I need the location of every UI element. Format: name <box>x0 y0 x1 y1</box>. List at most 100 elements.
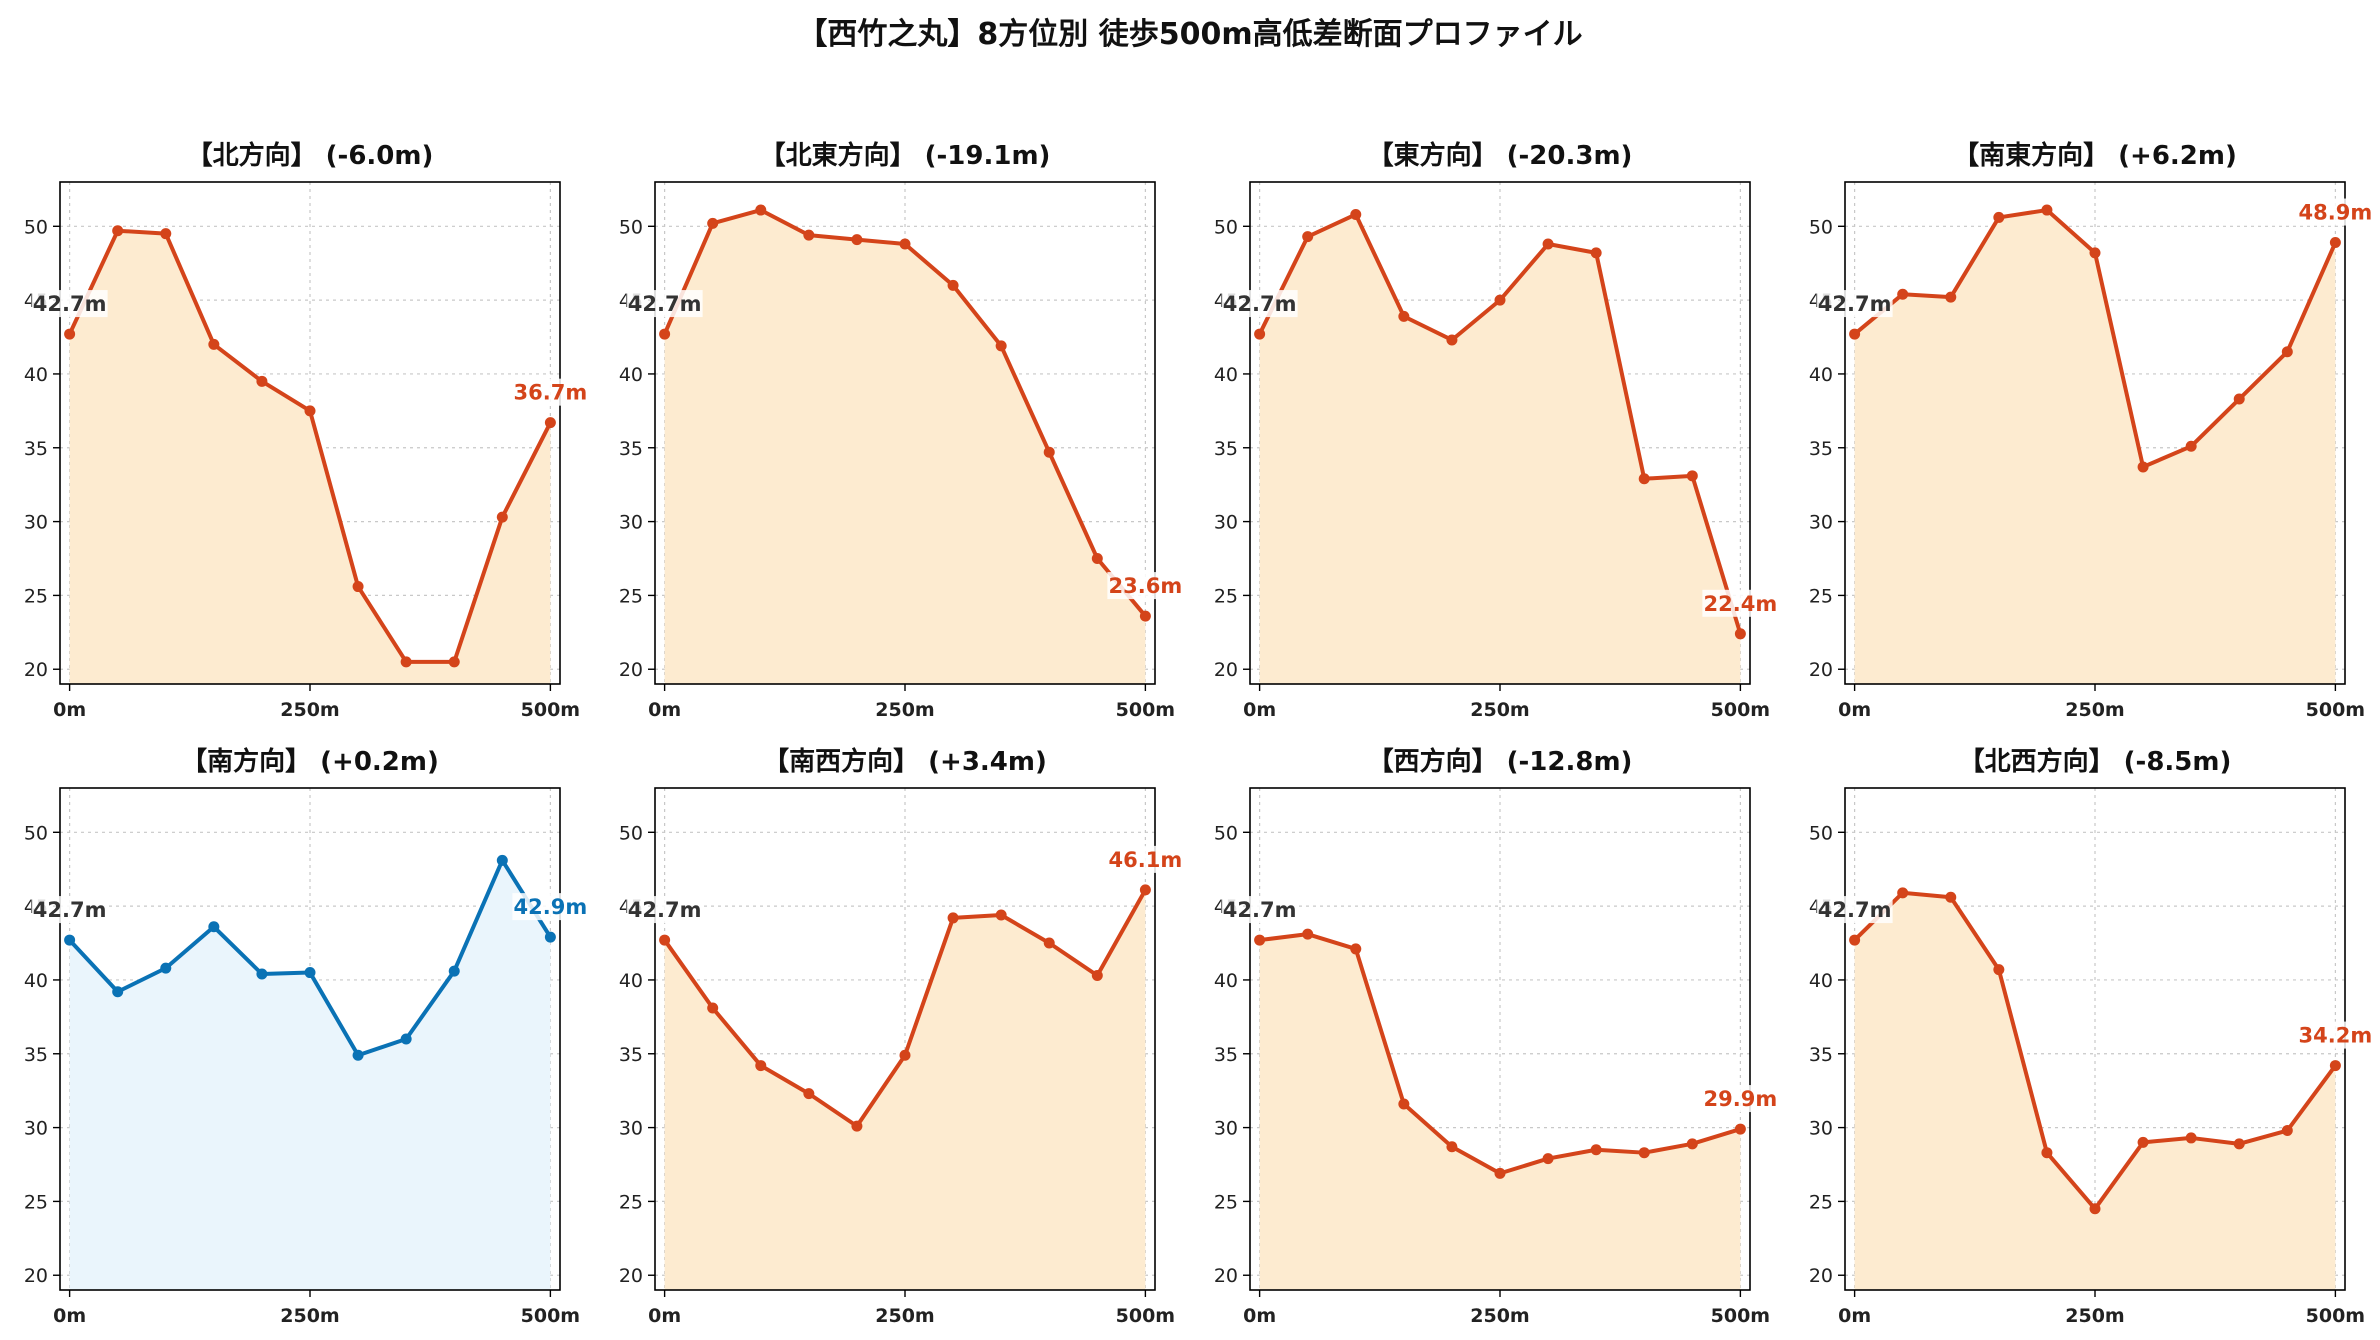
data-point <box>1897 887 1909 899</box>
data-point <box>160 962 172 974</box>
y-tick-label: 40 <box>24 970 48 992</box>
start-elevation-label: 42.7m <box>628 292 702 316</box>
y-tick-label: 50 <box>619 216 643 238</box>
data-point <box>1446 1141 1458 1153</box>
y-tick-label: 50 <box>1214 822 1238 844</box>
data-point <box>304 405 316 417</box>
data-point <box>64 328 76 340</box>
x-tick-label: 500m <box>2306 1305 2365 1327</box>
y-tick-label: 35 <box>24 1044 48 1066</box>
data-point <box>1494 294 1506 306</box>
panel-title: 【北西方向】 (-8.5m) <box>1959 746 2232 777</box>
start-elevation-label: 42.7m <box>628 898 702 922</box>
data-point <box>803 229 815 241</box>
data-point <box>1091 553 1103 564</box>
elevation-area <box>1854 892 2336 1290</box>
data-point <box>1398 310 1410 322</box>
y-tick-label: 30 <box>619 512 643 534</box>
figure-title: 【西竹之丸】8方位別 徒歩500m高低差断面プロファイル <box>797 17 1582 52</box>
end-label-box <box>1107 572 1184 600</box>
data-point <box>352 581 364 593</box>
data-point <box>1043 446 1055 458</box>
panel-title: 【西方向】 (-12.8m) <box>1368 746 1633 777</box>
data-point <box>2041 204 2053 216</box>
data-point <box>851 234 863 246</box>
data-point <box>2233 393 2245 405</box>
data-point <box>1638 1147 1650 1159</box>
panel-5: 202530354045500m250m500m【南方向】 (+0.2m)42.… <box>24 746 589 1327</box>
y-tick-label: 25 <box>619 1191 643 1213</box>
data-point <box>544 417 556 429</box>
data-point <box>995 340 1007 352</box>
y-tick-label: 30 <box>1214 512 1238 534</box>
y-tick-label: 35 <box>619 438 643 460</box>
panel-title: 【東方向】 (-20.3m) <box>1368 140 1633 171</box>
data-point <box>2281 1125 2293 1137</box>
data-point <box>2329 1060 2341 1072</box>
start-label-box <box>1816 896 1893 924</box>
data-point <box>1302 231 1314 243</box>
end-label-box <box>1702 589 1779 617</box>
data-point <box>659 328 671 340</box>
y-tick-label: 25 <box>619 585 643 607</box>
data-point <box>1542 238 1554 250</box>
y-tick-label: 20 <box>24 659 48 681</box>
x-tick-label: 0m <box>53 1305 86 1327</box>
data-point <box>851 1120 863 1132</box>
end-elevation-label: 23.6m <box>1109 574 1183 598</box>
data-point <box>544 931 556 943</box>
y-tick-label: 50 <box>1809 822 1833 844</box>
x-tick-label: 500m <box>1711 699 1770 721</box>
x-tick-label: 0m <box>1243 1305 1276 1327</box>
panel-4: 202530354045500m250m500m【南東方向】 (+6.2m)42… <box>1809 140 2374 721</box>
y-tick-label: 50 <box>619 822 643 844</box>
data-point <box>1398 1098 1410 1110</box>
data-point <box>1494 1167 1506 1179</box>
data-point <box>1446 334 1458 346</box>
start-elevation-label: 42.7m <box>33 292 107 316</box>
start-elevation-label: 42.7m <box>1223 292 1297 316</box>
x-tick-label: 250m <box>280 699 339 721</box>
panel-7: 202530354045500m250m500m【西方向】 (-12.8m)42… <box>1214 746 1779 1327</box>
data-point <box>755 204 767 216</box>
data-point <box>352 1049 364 1061</box>
data-point <box>208 338 220 350</box>
x-tick-label: 500m <box>1116 1305 1175 1327</box>
data-point <box>1542 1153 1554 1165</box>
x-tick-label: 250m <box>875 699 934 721</box>
data-point <box>160 228 172 240</box>
data-point <box>1686 470 1698 482</box>
y-tick-label: 50 <box>1214 216 1238 238</box>
end-elevation-label: 36.7m <box>514 381 588 405</box>
elevation-area <box>664 210 1146 684</box>
y-tick-label: 20 <box>1809 659 1833 681</box>
elevation-area <box>664 889 1146 1290</box>
data-point <box>2185 440 2197 452</box>
y-tick-label: 35 <box>1214 438 1238 460</box>
elevation-area <box>1854 210 2336 684</box>
start-label-box <box>31 290 108 318</box>
y-tick-label: 35 <box>1809 438 1833 460</box>
data-point <box>2137 1136 2149 1148</box>
y-tick-label: 20 <box>1214 1265 1238 1287</box>
data-point <box>1139 884 1151 896</box>
x-tick-label: 500m <box>1711 1305 1770 1327</box>
y-tick-label: 30 <box>619 1118 643 1140</box>
data-point <box>995 909 1007 921</box>
data-point <box>400 1033 412 1045</box>
panel-title: 【北方向】 (-6.0m) <box>187 140 434 171</box>
x-tick-label: 250m <box>875 1305 934 1327</box>
x-tick-label: 250m <box>2065 1305 2124 1327</box>
end-label-box <box>1107 845 1184 873</box>
y-tick-label: 50 <box>1809 216 1833 238</box>
data-point <box>2185 1132 2197 1144</box>
y-tick-label: 25 <box>1809 1191 1833 1213</box>
start-label-box <box>626 896 703 924</box>
data-point <box>1139 610 1151 622</box>
data-point <box>1254 328 1266 340</box>
end-label-box <box>2297 1021 2374 1049</box>
data-point <box>1686 1138 1698 1150</box>
y-tick-label: 30 <box>1214 1118 1238 1140</box>
y-tick-label: 20 <box>1214 659 1238 681</box>
